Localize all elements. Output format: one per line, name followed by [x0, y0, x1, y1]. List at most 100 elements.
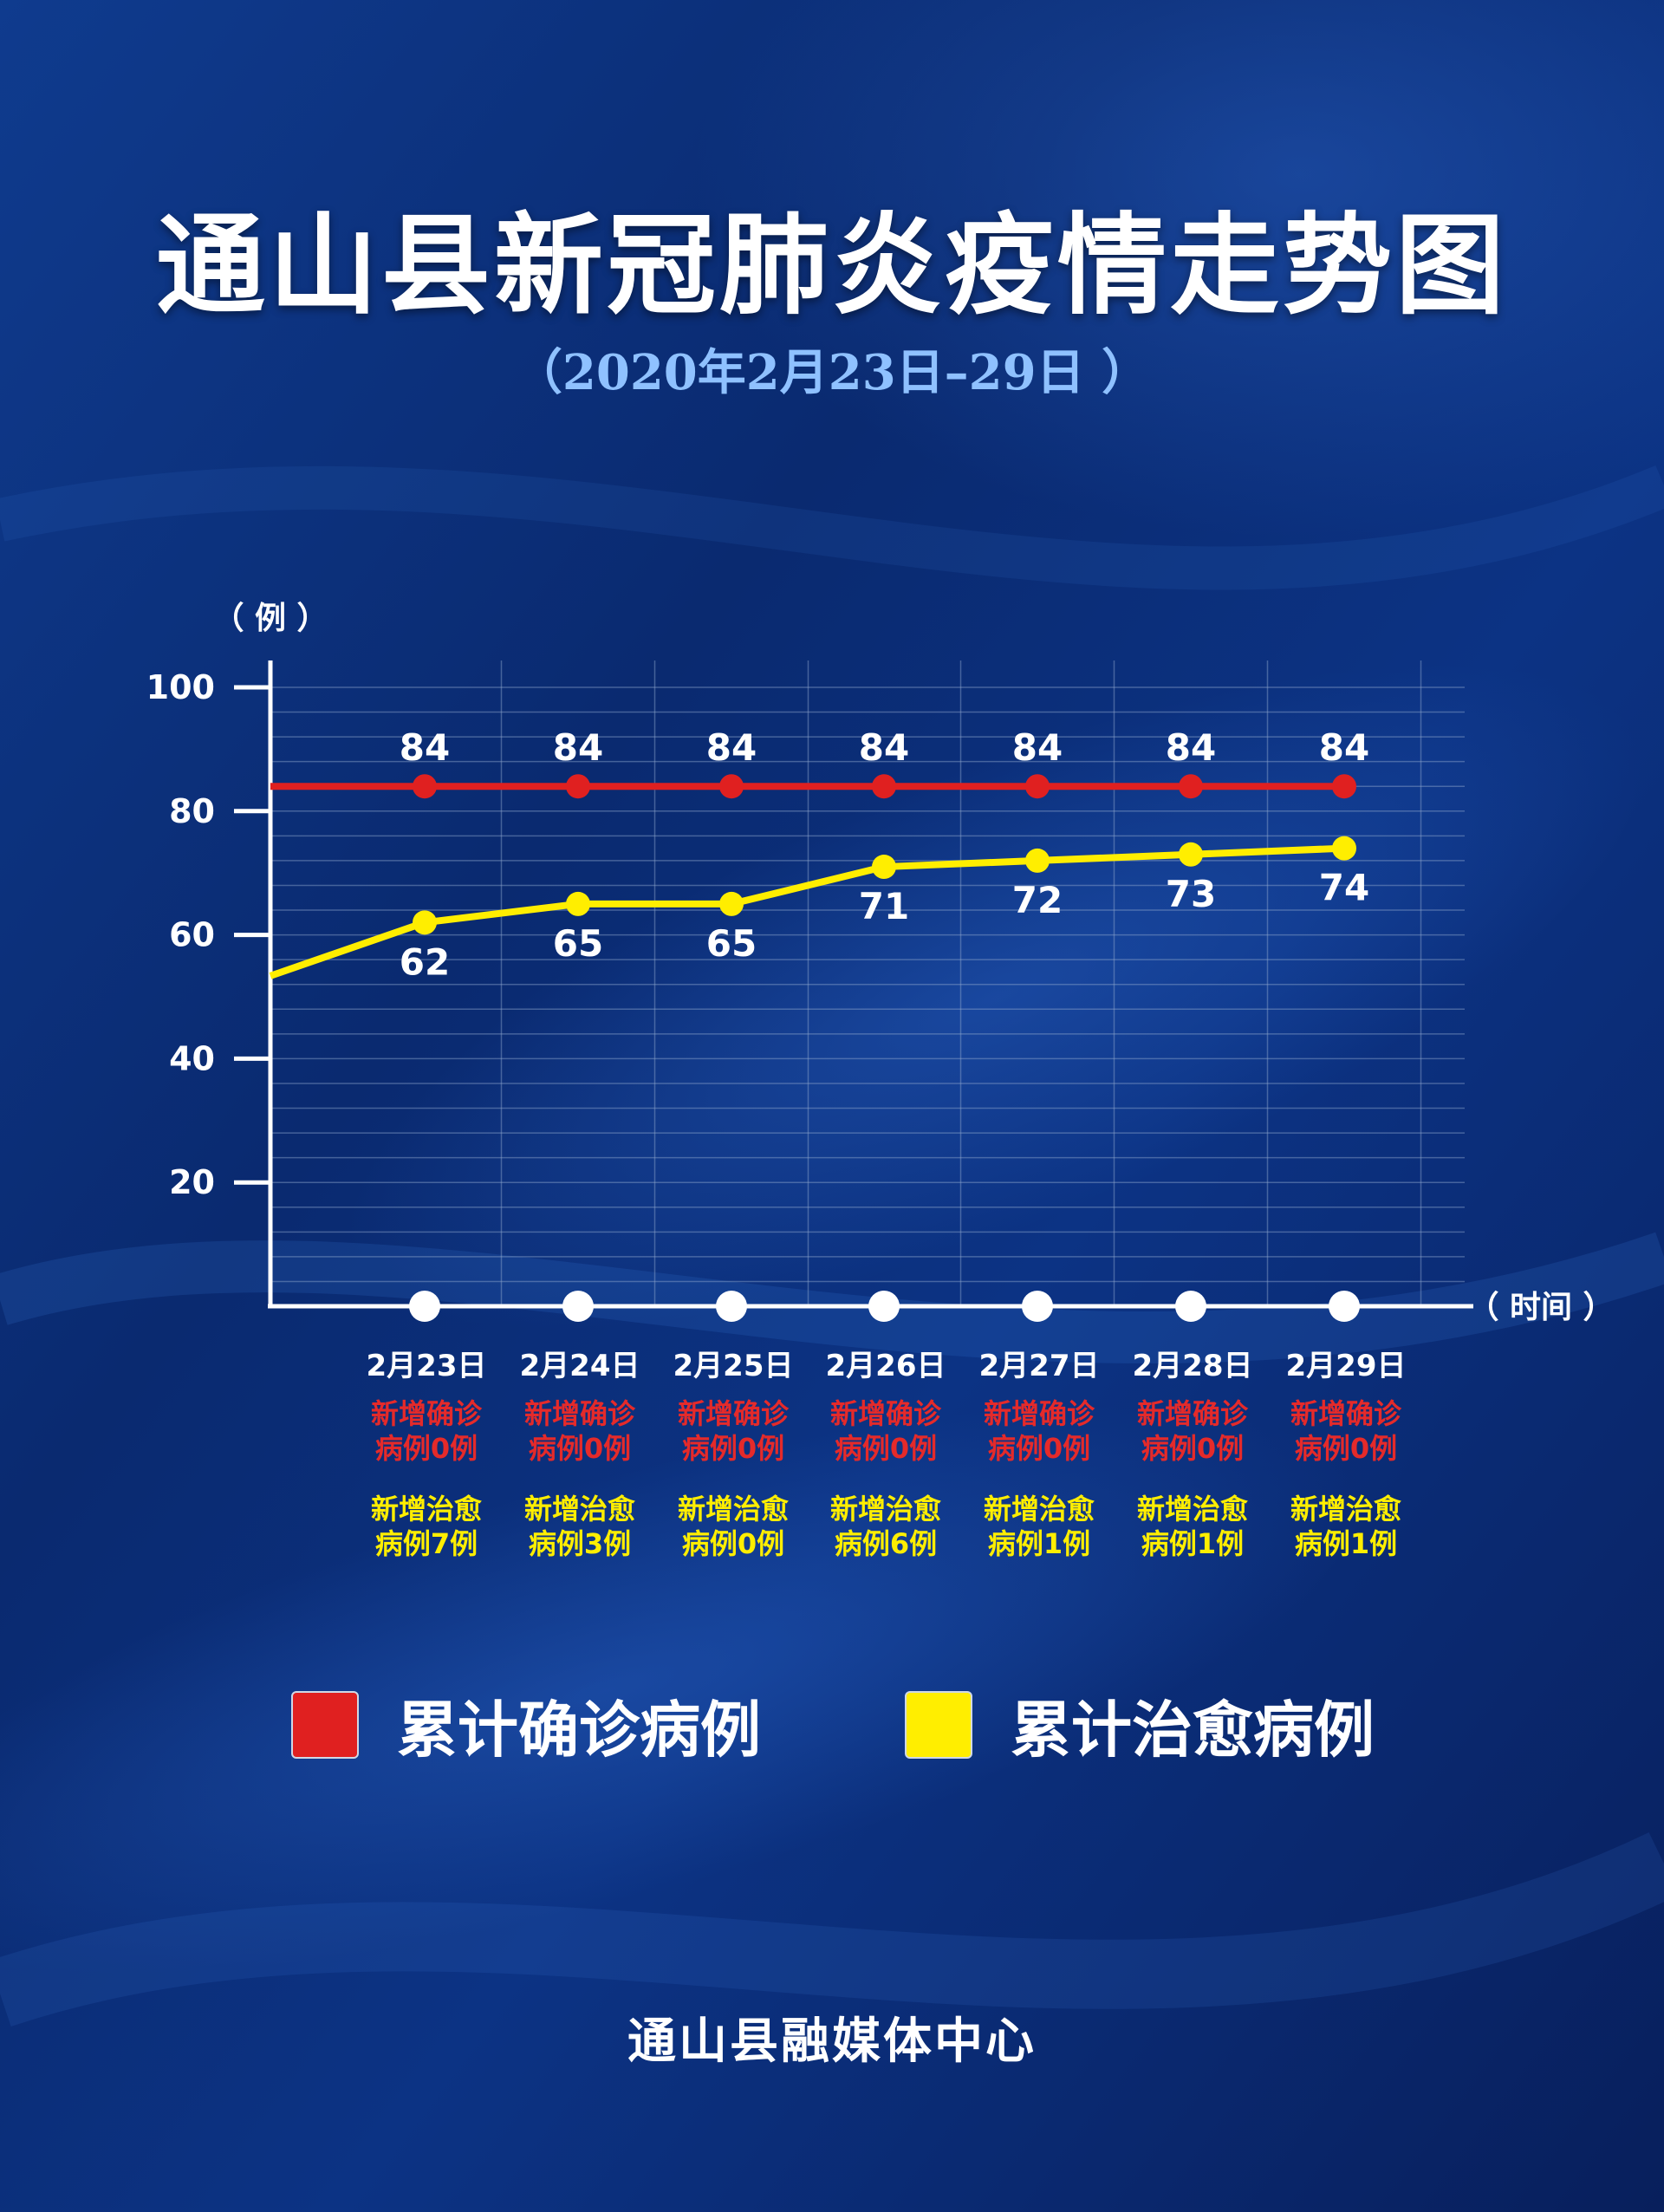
- data-label-confirmed: 84: [706, 726, 757, 769]
- point-confirmed: [1332, 774, 1356, 799]
- new-confirmed-note: 新增确诊 病例0例: [952, 1396, 1126, 1466]
- point-cured: [872, 855, 896, 880]
- new-cured-line: 病例3例: [528, 1527, 632, 1560]
- page-subtitle: （2020年2月23日–29日 ）: [513, 344, 1151, 401]
- y-tick-label: 20: [169, 1163, 215, 1201]
- new-cured-line: 病例1例: [1294, 1527, 1398, 1560]
- new-cured-line: 新增治愈: [983, 1493, 1095, 1526]
- legend-swatch-cured: [905, 1691, 972, 1759]
- new-cured-note: 新增治愈 病例6例: [799, 1492, 972, 1561]
- point-confirmed: [872, 774, 896, 799]
- new-confirmed-note: 新增确诊 病例0例: [1106, 1396, 1279, 1466]
- data-label-confirmed: 84: [1166, 726, 1216, 769]
- new-cured-note: 新增治愈 病例1例: [1259, 1492, 1433, 1561]
- series-line-cured: [269, 844, 1345, 979]
- new-cured-line: 病例6例: [834, 1527, 938, 1560]
- new-cured-note: 新增治愈 病例0例: [647, 1492, 820, 1561]
- data-label-cured: 65: [553, 922, 603, 965]
- new-confirmed-line: 新增确诊: [370, 1397, 482, 1430]
- new-cured-note: 新增治愈 病例1例: [1106, 1492, 1279, 1561]
- data-label-confirmed: 84: [553, 726, 603, 769]
- new-confirmed-line: 新增确诊: [677, 1397, 789, 1430]
- x-category-marker: [1329, 1291, 1360, 1322]
- trend-chart: 20 40 60 80 100 （ 例 ） （ 时间 ） 84 84 84 84 84 84 84 62 65…: [146, 601, 1615, 1325]
- y-tick-label: 100: [146, 668, 215, 706]
- point-confirmed: [1025, 774, 1050, 799]
- new-cured-line: 病例0例: [681, 1527, 785, 1560]
- x-category-marker: [409, 1291, 440, 1322]
- point-confirmed: [1179, 774, 1203, 799]
- legend-label-confirmed: 累计确诊病例: [397, 1693, 761, 1766]
- new-cured-line: 新增治愈: [829, 1493, 941, 1526]
- x-tick-label: 2月29日: [1285, 1349, 1407, 1383]
- point-cured: [1025, 848, 1050, 873]
- new-confirmed-note: 新增确诊 病例0例: [340, 1396, 513, 1466]
- legend-item-cured: 累计治愈病例: [905, 1690, 1375, 1766]
- point-cured: [719, 891, 744, 916]
- x-tick-label: 2月26日: [825, 1349, 946, 1383]
- new-confirmed-line: 病例0例: [1141, 1432, 1245, 1465]
- new-cured-line: 新增治愈: [523, 1493, 635, 1526]
- new-confirmed-line: 新增确诊: [1136, 1397, 1248, 1430]
- legend-swatch-confirmed: [291, 1691, 359, 1759]
- new-confirmed-line: 病例0例: [528, 1432, 632, 1465]
- new-confirmed-line: 病例0例: [1294, 1432, 1398, 1465]
- footer-credit: 通山县融媒体中心: [627, 2014, 1037, 2070]
- new-cured-note: 新增治愈 病例1例: [952, 1492, 1126, 1561]
- new-confirmed-line: 新增确诊: [523, 1397, 635, 1430]
- x-category-marker: [716, 1291, 747, 1322]
- data-label-cured: 65: [706, 922, 757, 965]
- legend-label-cured: 累计治愈病例: [1011, 1693, 1375, 1766]
- x-tick-label: 2月23日: [366, 1349, 487, 1383]
- day-column: 2月28日 新增确诊 病例0例 新增治愈 病例1例: [1106, 1342, 1279, 1561]
- data-label-confirmed: 84: [859, 726, 909, 769]
- day-column: 2月27日 新增确诊 病例0例 新增治愈 病例1例: [952, 1342, 1126, 1561]
- x-category-marker: [1022, 1291, 1053, 1322]
- x-category-marker: [1175, 1291, 1206, 1322]
- new-confirmed-line: 病例0例: [834, 1432, 938, 1465]
- new-confirmed-note: 新增确诊 病例0例: [1259, 1396, 1433, 1466]
- new-cured-line: 新增治愈: [677, 1493, 789, 1526]
- y-tick-label: 80: [169, 792, 215, 830]
- new-cured-line: 新增治愈: [1136, 1493, 1248, 1526]
- new-cured-line: 病例1例: [1141, 1527, 1245, 1560]
- x-axis-label: （ 时间 ）: [1467, 1290, 1614, 1325]
- y-tick-label: 60: [169, 916, 215, 954]
- x-tick-label: 2月25日: [673, 1349, 794, 1383]
- data-label-cured: 71: [859, 885, 909, 927]
- x-tick-label: 2月27日: [978, 1349, 1100, 1383]
- point-cured: [413, 910, 437, 935]
- x-category-marker: [562, 1291, 594, 1322]
- new-confirmed-line: 新增确诊: [983, 1397, 1095, 1430]
- point-cured: [1179, 842, 1203, 867]
- x-tick-label: 2月28日: [1132, 1349, 1253, 1383]
- new-confirmed-line: 新增确诊: [829, 1397, 941, 1430]
- y-axis-label: （ 例 ）: [212, 601, 328, 636]
- data-label-confirmed: 84: [1012, 726, 1063, 769]
- new-confirmed-note: 新增确诊 病例0例: [647, 1396, 820, 1466]
- x-tick-label: 2月24日: [519, 1349, 640, 1383]
- day-column: 2月29日新增确诊 病例0例 新增治愈 病例1例: [1259, 1342, 1433, 1561]
- point-confirmed: [566, 774, 590, 799]
- data-label-cured: 73: [1166, 873, 1216, 915]
- data-label-cured: 74: [1319, 867, 1369, 909]
- point-cured: [1332, 836, 1356, 861]
- legend-item-confirmed: 累计确诊病例: [291, 1690, 761, 1766]
- data-label-confirmed: 84: [400, 726, 450, 769]
- new-cured-line: 新增治愈: [370, 1493, 482, 1526]
- new-confirmed-note: 新增确诊 病例0例: [799, 1396, 972, 1466]
- x-category-marker: [868, 1291, 900, 1322]
- data-label-cured: 72: [1012, 879, 1063, 921]
- new-cured-line: 病例7例: [374, 1527, 478, 1560]
- y-tick-label: 40: [169, 1039, 215, 1077]
- new-cured-line: 病例1例: [987, 1527, 1091, 1560]
- point-confirmed: [413, 774, 437, 799]
- day-column: 2月25日 新增确诊 病例0例 新增治愈 病例0例: [647, 1342, 820, 1561]
- new-confirmed-line: 病例0例: [987, 1432, 1091, 1465]
- point-confirmed: [719, 774, 744, 799]
- new-confirmed-line: 病例0例: [374, 1432, 478, 1465]
- data-label-cured: 62: [400, 940, 450, 983]
- new-cured-note: 新增治愈 病例7例: [340, 1492, 513, 1561]
- new-confirmed-line: 病例0例: [681, 1432, 785, 1465]
